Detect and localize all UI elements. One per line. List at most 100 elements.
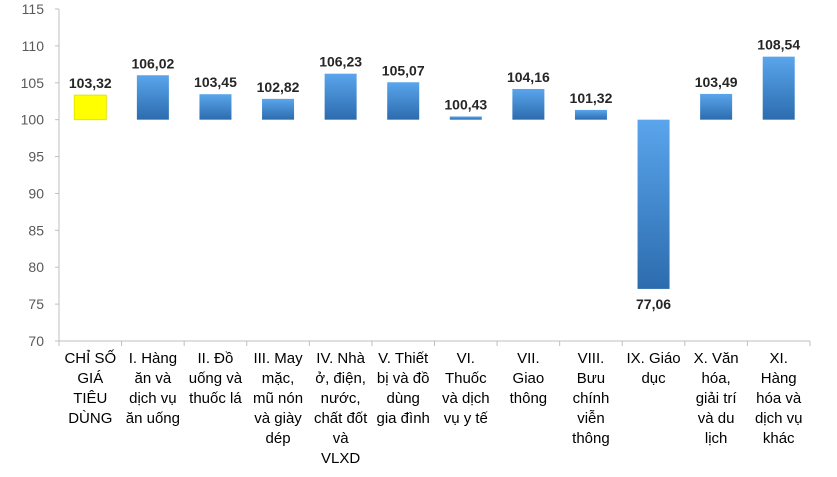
category-label-line: VI. bbox=[457, 350, 475, 367]
data-label: 104,16 bbox=[507, 69, 550, 85]
category-label: I. Hàng ăn và dịch vụ ăn uống bbox=[126, 350, 180, 427]
category-label: IX. Giáo dục bbox=[626, 350, 680, 387]
category-label: X. Văn hóa, giải trí và du lịch bbox=[694, 350, 739, 447]
category-label: IV. Nhà ở, điện, nước, chất đốt và VLXD bbox=[314, 350, 368, 467]
category-label-line: chính bbox=[573, 390, 610, 407]
category-label-line: ăn và bbox=[135, 370, 172, 387]
bar bbox=[136, 75, 169, 120]
bar bbox=[387, 82, 420, 120]
category-label-line: và dịch bbox=[442, 390, 490, 407]
data-label: 106,23 bbox=[319, 54, 362, 70]
category-label-line: VLXD bbox=[321, 450, 360, 467]
bar bbox=[199, 94, 232, 120]
axes: 70 75 80 85 90 95 100 105 110 115 bbox=[21, 1, 811, 349]
category-label-line: IV. Nhà bbox=[316, 350, 365, 367]
category-label-line: ăn uống bbox=[126, 410, 180, 427]
data-label: 100,43 bbox=[444, 96, 487, 112]
category-label: XI. Hàng hóa và dịch vụ khác bbox=[755, 350, 803, 447]
category-label-line: dục bbox=[641, 370, 666, 387]
category-label-line: Giao bbox=[513, 370, 545, 387]
category-label: VII. Giao thông bbox=[510, 350, 548, 407]
data-label: 102,82 bbox=[257, 79, 300, 95]
y-tick-label: 95 bbox=[28, 149, 44, 165]
category-label-line: III. May bbox=[253, 350, 303, 367]
category-label-line: II. Đồ bbox=[198, 350, 234, 367]
data-label: 77,06 bbox=[636, 296, 671, 312]
y-tick-label: 85 bbox=[28, 222, 44, 238]
y-tick-label: 80 bbox=[28, 259, 44, 275]
data-label: 108,54 bbox=[757, 37, 800, 53]
y-tick-label: 75 bbox=[28, 296, 44, 312]
data-label: 103,45 bbox=[194, 74, 237, 90]
category-label-line: gia đình bbox=[377, 410, 430, 427]
bar bbox=[762, 56, 795, 120]
data-label: 103,49 bbox=[695, 74, 738, 90]
category-label-line: chất đốt bbox=[314, 410, 368, 427]
category-label-line: GIÁ bbox=[77, 370, 103, 387]
category-label-line: ở, điện, bbox=[315, 370, 366, 387]
data-label: 105,07 bbox=[382, 62, 425, 78]
category-label-line: giải trí bbox=[696, 390, 738, 407]
bar bbox=[73, 94, 107, 121]
data-label: 106,02 bbox=[131, 55, 174, 71]
category-label-line: uống và bbox=[189, 370, 243, 387]
category-label-line: và du bbox=[698, 410, 735, 427]
category-label-line: nước, bbox=[321, 390, 361, 407]
category-label-line: thông bbox=[510, 390, 548, 407]
category-label-line: dịch vụ bbox=[129, 390, 177, 407]
category-label-line: lịch bbox=[705, 430, 728, 447]
category-label-line: TIÊU bbox=[73, 390, 107, 407]
category-label-line: XI. bbox=[770, 350, 788, 367]
category-label: III. May mặc, mũ nón và giày dép bbox=[253, 350, 303, 447]
category-label-line: VIII. bbox=[578, 350, 605, 367]
category-label-line: X. Văn bbox=[694, 350, 739, 367]
category-label-line: dép bbox=[266, 430, 291, 447]
category-label-line: bị và đồ bbox=[377, 370, 430, 387]
y-tick-label: 110 bbox=[22, 38, 45, 54]
category-label: V. Thiết bị và đồ dùng gia đình bbox=[377, 350, 430, 427]
category-label-line: hóa, bbox=[702, 370, 731, 387]
category-label-line: mũ nón bbox=[253, 390, 303, 407]
y-tick-label: 115 bbox=[22, 1, 45, 17]
category-label-line: Thuốc bbox=[445, 370, 487, 387]
category-label-line: thông bbox=[572, 430, 610, 447]
y-tick-label: 90 bbox=[28, 185, 44, 201]
category-label-line: dịch vụ bbox=[755, 410, 803, 427]
labels: 103,32 CHỈ SỐ GIÁ TIÊU DÙNG 106,02 I. Hàng ăn v… bbox=[64, 37, 802, 467]
category-label-line: I. Hàng bbox=[129, 350, 177, 367]
category-label-line: vụ y tế bbox=[444, 410, 489, 427]
category-label-line: V. Thiết bbox=[378, 350, 429, 367]
category-label-line: CHỈ SỐ bbox=[64, 349, 116, 367]
bars bbox=[73, 56, 795, 289]
category-label-line: và bbox=[333, 430, 350, 447]
category-label: VI. Thuốc và dịch vụ y tế bbox=[442, 350, 490, 427]
bar bbox=[512, 88, 545, 120]
category-label: II. Đồ uống và thuốc lá bbox=[189, 350, 243, 407]
category-label-line: và giày bbox=[254, 410, 302, 427]
category-label: CHỈ SỐ GIÁ TIÊU DÙNG bbox=[64, 349, 116, 427]
category-label-line: khác bbox=[763, 430, 795, 447]
data-label: 101,32 bbox=[570, 90, 613, 106]
category-label-line: hóa và bbox=[756, 390, 802, 407]
data-label: 103,32 bbox=[69, 75, 112, 91]
category-label-line: Hàng bbox=[761, 370, 797, 387]
category-label-line: IX. Giáo bbox=[626, 350, 680, 367]
y-tick-label: 100 bbox=[21, 112, 45, 128]
y-tick-label: 70 bbox=[28, 333, 44, 349]
category-label: VIII. Bưu chính viễn thông bbox=[572, 350, 610, 447]
bar bbox=[324, 73, 357, 120]
category-label-line: VII. bbox=[517, 350, 540, 367]
y-tick-label: 105 bbox=[21, 75, 45, 91]
category-label-line: thuốc lá bbox=[189, 390, 242, 407]
bar bbox=[449, 116, 482, 120]
bar bbox=[637, 119, 670, 289]
category-label-line: mặc, bbox=[262, 370, 295, 387]
category-label-line: viễn bbox=[577, 410, 605, 427]
bar bbox=[262, 98, 295, 120]
category-label-line: Bưu bbox=[577, 370, 605, 387]
bar bbox=[700, 93, 733, 120]
category-label-line: dùng bbox=[387, 390, 420, 407]
category-label-line: DÙNG bbox=[68, 410, 112, 427]
bar bbox=[574, 109, 607, 120]
